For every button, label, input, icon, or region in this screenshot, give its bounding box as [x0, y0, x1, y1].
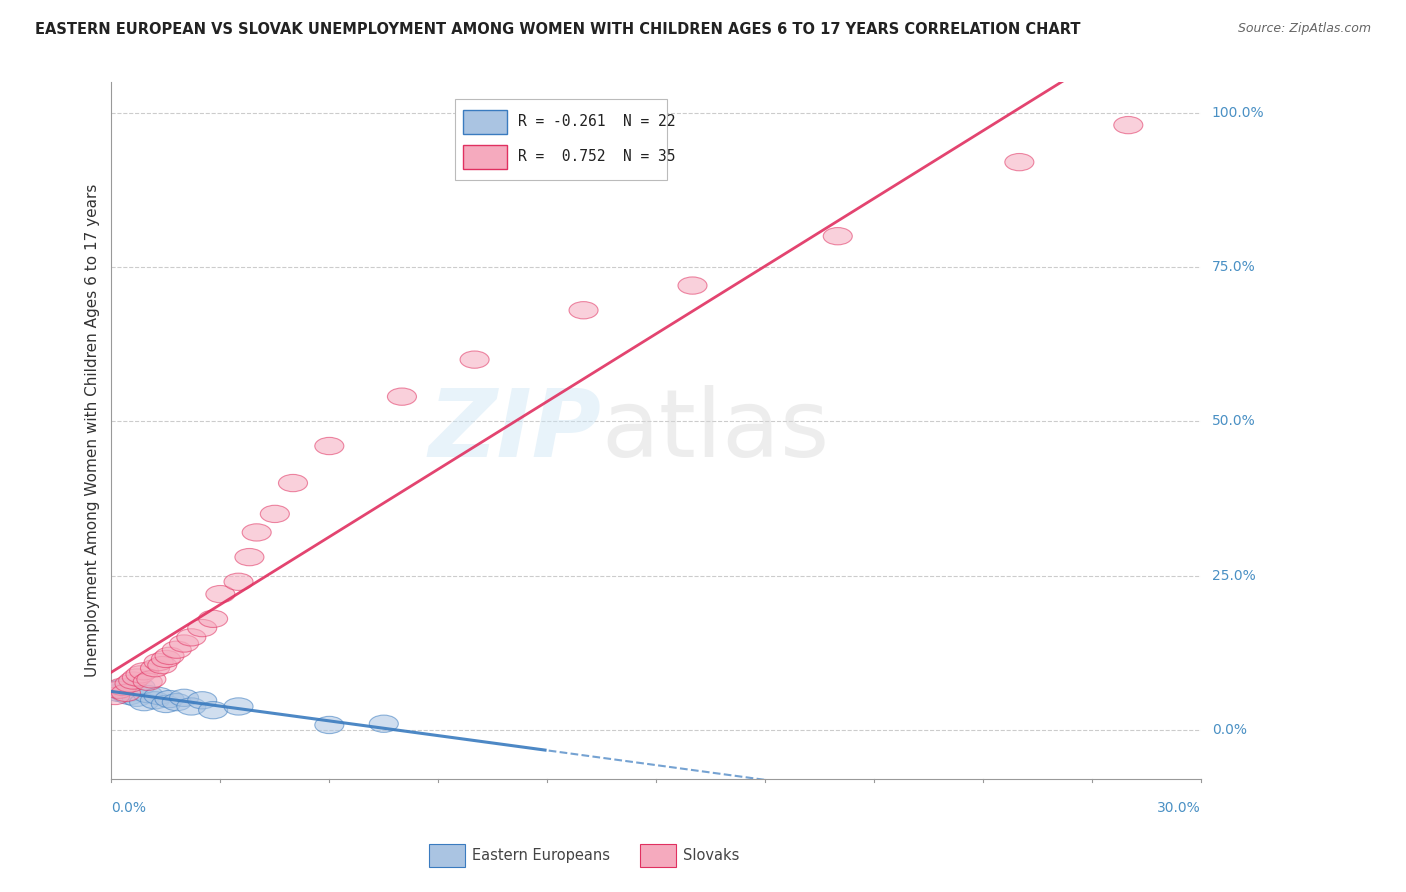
Ellipse shape	[136, 671, 166, 688]
Text: 0.0%: 0.0%	[111, 801, 146, 815]
Text: R =  0.752  N = 35: R = 0.752 N = 35	[517, 149, 675, 164]
Ellipse shape	[224, 698, 253, 715]
Ellipse shape	[104, 684, 134, 701]
Ellipse shape	[242, 524, 271, 541]
Ellipse shape	[315, 437, 344, 455]
Ellipse shape	[141, 691, 170, 709]
Ellipse shape	[155, 690, 184, 707]
Ellipse shape	[143, 653, 173, 671]
Ellipse shape	[129, 693, 159, 711]
Y-axis label: Unemployment Among Women with Children Ages 6 to 17 years: Unemployment Among Women with Children A…	[86, 184, 100, 677]
Text: ZIP: ZIP	[429, 384, 602, 476]
Text: 25.0%: 25.0%	[1212, 568, 1256, 582]
Text: Slovaks: Slovaks	[683, 848, 740, 863]
Ellipse shape	[115, 675, 143, 692]
Ellipse shape	[170, 690, 198, 706]
Ellipse shape	[224, 574, 253, 591]
Ellipse shape	[152, 696, 180, 713]
Text: 0.0%: 0.0%	[1212, 723, 1247, 737]
Ellipse shape	[127, 665, 155, 683]
Ellipse shape	[108, 678, 136, 696]
Ellipse shape	[148, 657, 177, 673]
Ellipse shape	[1005, 153, 1033, 170]
Ellipse shape	[278, 475, 308, 491]
Ellipse shape	[187, 619, 217, 637]
Ellipse shape	[388, 388, 416, 405]
Text: Eastern Europeans: Eastern Europeans	[472, 848, 610, 863]
Ellipse shape	[162, 693, 191, 711]
Ellipse shape	[187, 691, 217, 709]
Ellipse shape	[315, 716, 344, 733]
FancyBboxPatch shape	[464, 111, 508, 134]
Ellipse shape	[235, 549, 264, 566]
Ellipse shape	[198, 610, 228, 627]
Ellipse shape	[129, 663, 159, 680]
Ellipse shape	[122, 669, 152, 686]
Ellipse shape	[170, 635, 198, 652]
Ellipse shape	[118, 683, 148, 700]
Text: 100.0%: 100.0%	[1212, 106, 1264, 120]
Ellipse shape	[460, 351, 489, 368]
Ellipse shape	[127, 678, 155, 696]
Ellipse shape	[162, 641, 191, 658]
Ellipse shape	[111, 684, 141, 701]
Ellipse shape	[260, 505, 290, 523]
Text: Source: ZipAtlas.com: Source: ZipAtlas.com	[1237, 22, 1371, 36]
Ellipse shape	[569, 301, 598, 318]
Ellipse shape	[824, 227, 852, 244]
Ellipse shape	[143, 688, 173, 705]
Text: 75.0%: 75.0%	[1212, 260, 1256, 274]
Ellipse shape	[370, 715, 398, 732]
Ellipse shape	[134, 673, 162, 690]
Ellipse shape	[155, 648, 184, 665]
Ellipse shape	[678, 277, 707, 294]
FancyBboxPatch shape	[454, 99, 666, 179]
Ellipse shape	[111, 685, 141, 703]
Text: atlas: atlas	[602, 384, 830, 476]
Ellipse shape	[198, 701, 228, 719]
Ellipse shape	[115, 688, 143, 705]
Ellipse shape	[177, 629, 205, 646]
Ellipse shape	[152, 650, 180, 667]
Ellipse shape	[134, 685, 162, 703]
Text: 50.0%: 50.0%	[1212, 415, 1256, 428]
FancyBboxPatch shape	[464, 145, 508, 169]
Ellipse shape	[1114, 117, 1143, 134]
Ellipse shape	[205, 585, 235, 603]
Ellipse shape	[118, 672, 148, 690]
Ellipse shape	[177, 698, 205, 715]
Ellipse shape	[141, 659, 170, 677]
Ellipse shape	[104, 681, 134, 698]
Text: 30.0%: 30.0%	[1157, 801, 1201, 815]
Ellipse shape	[122, 690, 152, 706]
Text: R = -0.261  N = 22: R = -0.261 N = 22	[517, 114, 675, 129]
Text: EASTERN EUROPEAN VS SLOVAK UNEMPLOYMENT AMONG WOMEN WITH CHILDREN AGES 6 TO 17 Y: EASTERN EUROPEAN VS SLOVAK UNEMPLOYMENT …	[35, 22, 1081, 37]
Ellipse shape	[108, 680, 136, 697]
Ellipse shape	[100, 681, 129, 698]
Ellipse shape	[100, 688, 129, 705]
